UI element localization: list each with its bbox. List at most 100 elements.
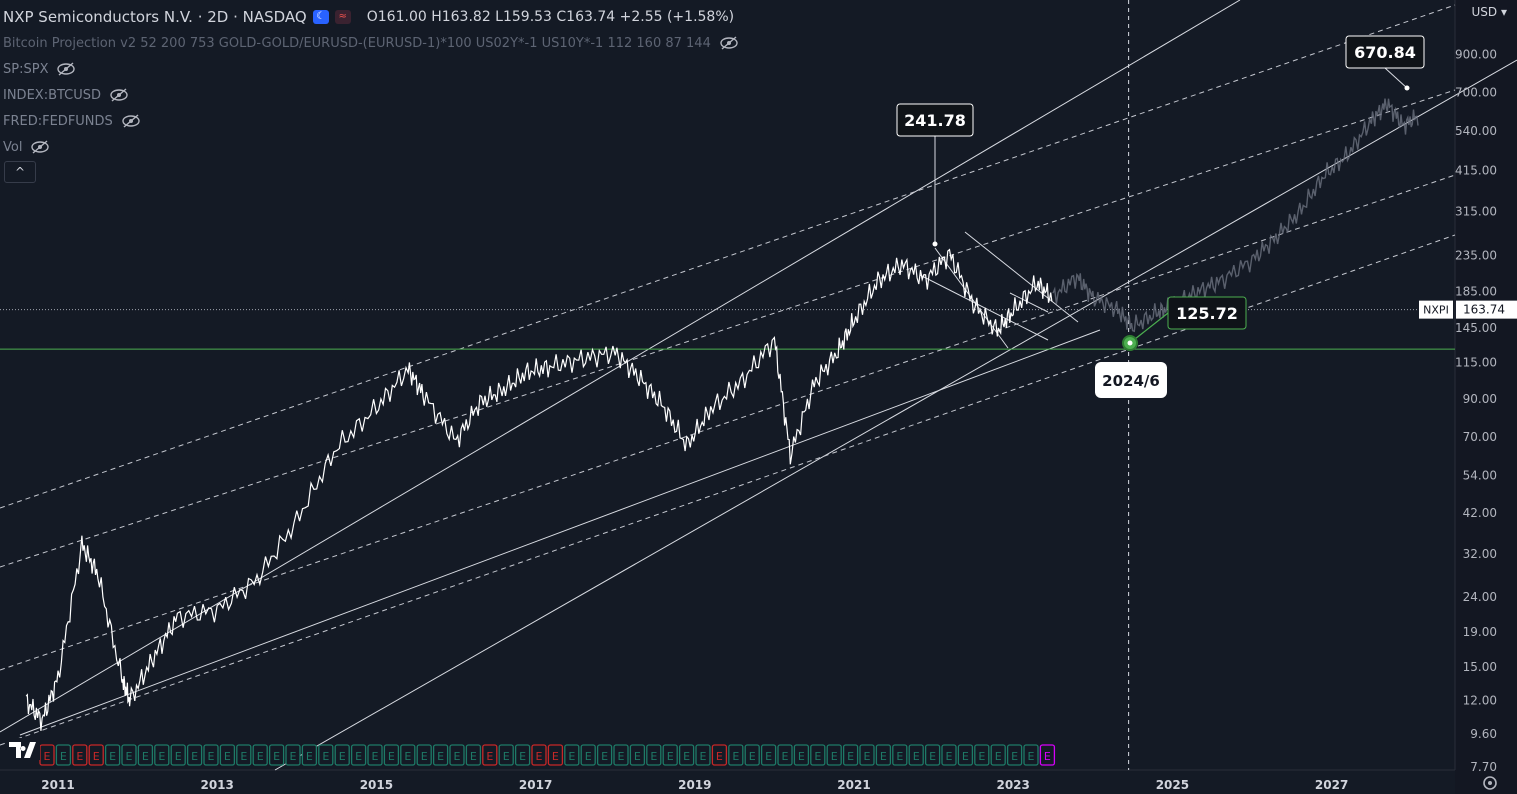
earnings-marker[interactable] — [810, 744, 826, 766]
earnings-marker[interactable] — [678, 744, 695, 766]
earnings-marker[interactable] — [908, 744, 924, 766]
earnings-marker[interactable] — [350, 744, 367, 766]
earnings-marker[interactable] — [400, 744, 416, 766]
earnings-marker[interactable] — [465, 744, 482, 766]
eye-hidden-icon[interactable] — [719, 36, 739, 50]
earnings-marker[interactable] — [219, 744, 236, 766]
dashed-channel-line[interactable] — [0, 174, 1456, 671]
earnings-marker[interactable] — [760, 744, 777, 766]
earnings-marker[interactable] — [236, 744, 252, 766]
price-series-line[interactable] — [25, 248, 1053, 731]
symbol-title[interactable]: NXP Semiconductors N.V. · 2D · NASDAQ — [3, 8, 307, 26]
earnings-marker[interactable] — [842, 744, 859, 766]
earnings-marker[interactable] — [383, 744, 400, 766]
earnings-marker[interactable] — [449, 744, 465, 766]
moon-icon[interactable]: ☾ — [312, 10, 329, 24]
wedge-line[interactable] — [919, 274, 1049, 341]
earnings-marker[interactable] — [744, 744, 760, 766]
earnings-marker[interactable] — [728, 744, 744, 766]
eye-hidden-icon[interactable] — [121, 114, 141, 128]
earnings-marker[interactable] — [531, 744, 547, 766]
legend-overlay-row[interactable]: INDEX:BTCUSD — [3, 82, 739, 108]
earnings-marker[interactable] — [334, 744, 350, 766]
earnings-marker[interactable] — [154, 744, 170, 766]
legend-overlay-row[interactable]: Bitcoin Projection v2 52 200 753 GOLD-GO… — [3, 30, 739, 56]
earnings-marker[interactable] — [318, 744, 334, 766]
legend-overlay-row[interactable]: SP:SPX — [3, 56, 739, 82]
earnings-marker[interactable] — [974, 744, 990, 766]
earnings-marker[interactable] — [416, 744, 432, 766]
trend-line[interactable] — [274, 59, 1517, 771]
earnings-marker[interactable] — [72, 744, 88, 766]
wave-icon[interactable]: ≈ — [334, 10, 351, 24]
earnings-marker[interactable] — [432, 744, 449, 766]
earnings-marker[interactable] — [203, 744, 219, 766]
earnings-marker[interactable] — [924, 744, 941, 766]
earnings-marker-label: E — [765, 750, 772, 763]
earnings-marker[interactable] — [957, 744, 974, 766]
earnings-marker[interactable] — [793, 744, 810, 766]
earnings-marker[interactable] — [1039, 744, 1056, 766]
earnings-marker[interactable] — [137, 744, 154, 766]
earnings-marker[interactable] — [268, 744, 285, 766]
settings-gear-icon[interactable] — [1483, 776, 1497, 790]
earnings-marker[interactable] — [613, 744, 629, 766]
earnings-marker[interactable] — [301, 744, 318, 766]
earnings-marker[interactable] — [104, 744, 121, 766]
dashed-channel-line[interactable] — [0, 4, 1456, 509]
legend-overlay-row[interactable]: FRED:FEDFUNDS — [3, 108, 739, 134]
earnings-marker[interactable] — [498, 744, 514, 766]
earnings-marker[interactable] — [875, 744, 892, 766]
earnings-marker[interactable] — [826, 744, 842, 766]
legend-overlay-row[interactable]: Vol — [3, 134, 739, 160]
earnings-marker[interactable] — [170, 744, 186, 766]
eye-hidden-icon[interactable] — [109, 88, 129, 102]
eye-hidden-icon[interactable] — [56, 62, 76, 76]
peak-2022-callout-box[interactable] — [896, 103, 974, 137]
earnings-marker[interactable] — [1023, 744, 1039, 766]
currency-selector[interactable]: USD ▾ — [1472, 5, 1508, 19]
earnings-marker[interactable] — [695, 744, 711, 766]
earnings-marker[interactable] — [367, 744, 383, 766]
target-price-box[interactable] — [1167, 296, 1247, 330]
earnings-marker[interactable] — [482, 744, 498, 766]
earnings-marker[interactable] — [646, 744, 662, 766]
earnings-marker[interactable] — [547, 744, 564, 766]
earnings-marker[interactable] — [88, 744, 104, 766]
earnings-marker[interactable] — [941, 744, 957, 766]
earnings-marker[interactable] — [252, 744, 268, 766]
peak-2022-callout-point[interactable] — [932, 241, 938, 247]
wedge-line[interactable] — [964, 231, 1079, 323]
projection-series-line[interactable] — [1052, 98, 1419, 333]
earnings-marker[interactable] — [596, 744, 613, 766]
dashed-channel-line[interactable] — [0, 89, 1456, 568]
eye-hidden-icon[interactable] — [30, 140, 50, 154]
earnings-marker[interactable] — [892, 744, 908, 766]
trend-line[interactable] — [19, 329, 1101, 736]
earnings-marker[interactable] — [285, 744, 301, 766]
earnings-marker[interactable] — [777, 744, 793, 766]
earnings-marker[interactable] — [55, 744, 72, 766]
earnings-marker[interactable] — [564, 744, 580, 766]
earnings-marker[interactable] — [186, 744, 203, 766]
earnings-marker[interactable] — [1006, 744, 1023, 766]
target-date-box[interactable] — [1095, 362, 1167, 398]
earnings-marker[interactable] — [859, 744, 875, 766]
peak-2027-callout-point[interactable] — [1404, 85, 1410, 91]
earnings-marker[interactable] — [662, 744, 678, 766]
wedge-line[interactable] — [1009, 292, 1049, 313]
earnings-marker[interactable] — [990, 744, 1006, 766]
dashed-channel-line[interactable] — [0, 234, 1456, 746]
earnings-marker[interactable] — [711, 744, 728, 766]
earnings-marker-label: E — [486, 750, 493, 763]
peak-2027-callout-box[interactable] — [1345, 35, 1425, 69]
earnings-marker[interactable] — [629, 744, 646, 766]
earnings-marker[interactable] — [121, 744, 137, 766]
earnings-marker[interactable] — [580, 744, 596, 766]
collapse-legend-button[interactable]: ^ — [4, 161, 36, 183]
earnings-marker[interactable] — [514, 744, 531, 766]
tradingview-logo-icon[interactable] — [9, 742, 36, 758]
